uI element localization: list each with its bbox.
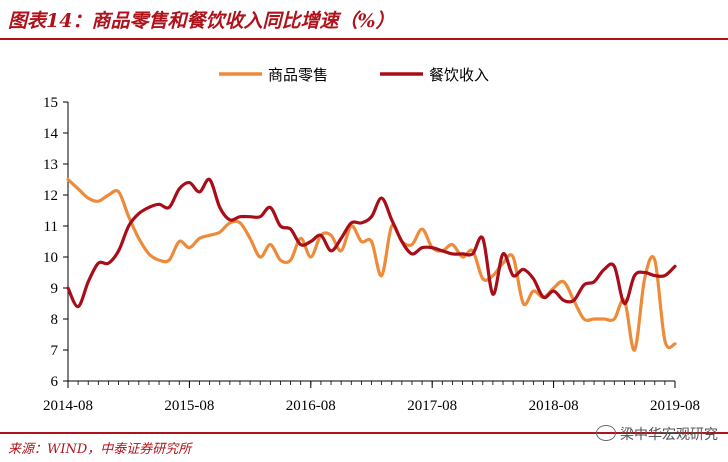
y-tick-label: 9 (51, 281, 59, 297)
x-tick-label: 2017-08 (407, 398, 457, 414)
source-note: 来源：WIND，中泰证券研究所 (8, 442, 192, 457)
legend-label-catering: 餐饮收入 (429, 66, 489, 84)
y-tick-label: 8 (51, 312, 59, 328)
title-divider (0, 38, 728, 40)
figure-title: 图表14：商品零售和餐饮收入同比增速（%） (8, 10, 395, 32)
legend-label-retail: 商品零售 (268, 66, 328, 84)
wechat-icon (596, 425, 616, 441)
x-tick-label: 2018-08 (529, 398, 579, 414)
y-tick-label: 12 (43, 188, 58, 204)
y-tick-label: 6 (51, 374, 59, 390)
watermark: 梁中华宏观研究 (596, 424, 718, 444)
y-tick-label: 7 (51, 343, 59, 359)
x-tick-label: 2019-08 (650, 398, 700, 414)
x-tick-label: 2015-08 (164, 398, 214, 414)
y-tick-label: 13 (43, 157, 58, 173)
chart-legend: 商品零售 餐饮收入 (219, 66, 489, 84)
y-tick-label: 14 (43, 126, 59, 142)
y-tick-label: 11 (44, 219, 58, 235)
footer-divider (0, 432, 728, 434)
y-tick-label: 15 (43, 95, 58, 111)
watermark-text: 梁中华宏观研究 (620, 427, 718, 443)
chart-axes: 6 7 8 9 10 11 12 13 14 15 2014-08 2015-08 2016-08 201… (43, 95, 700, 414)
line-chart: 商品零售 餐饮收入 6 7 8 9 10 11 12 13 14 15 2014-08 2015-08… (43, 66, 700, 414)
y-tick-label: 10 (43, 250, 58, 266)
x-tick-label: 2016-08 (286, 398, 336, 414)
series-line-catering (66, 177, 677, 309)
chart-series (66, 177, 677, 352)
x-tick-label: 2014-08 (43, 398, 93, 414)
series-line-retail (66, 177, 677, 352)
